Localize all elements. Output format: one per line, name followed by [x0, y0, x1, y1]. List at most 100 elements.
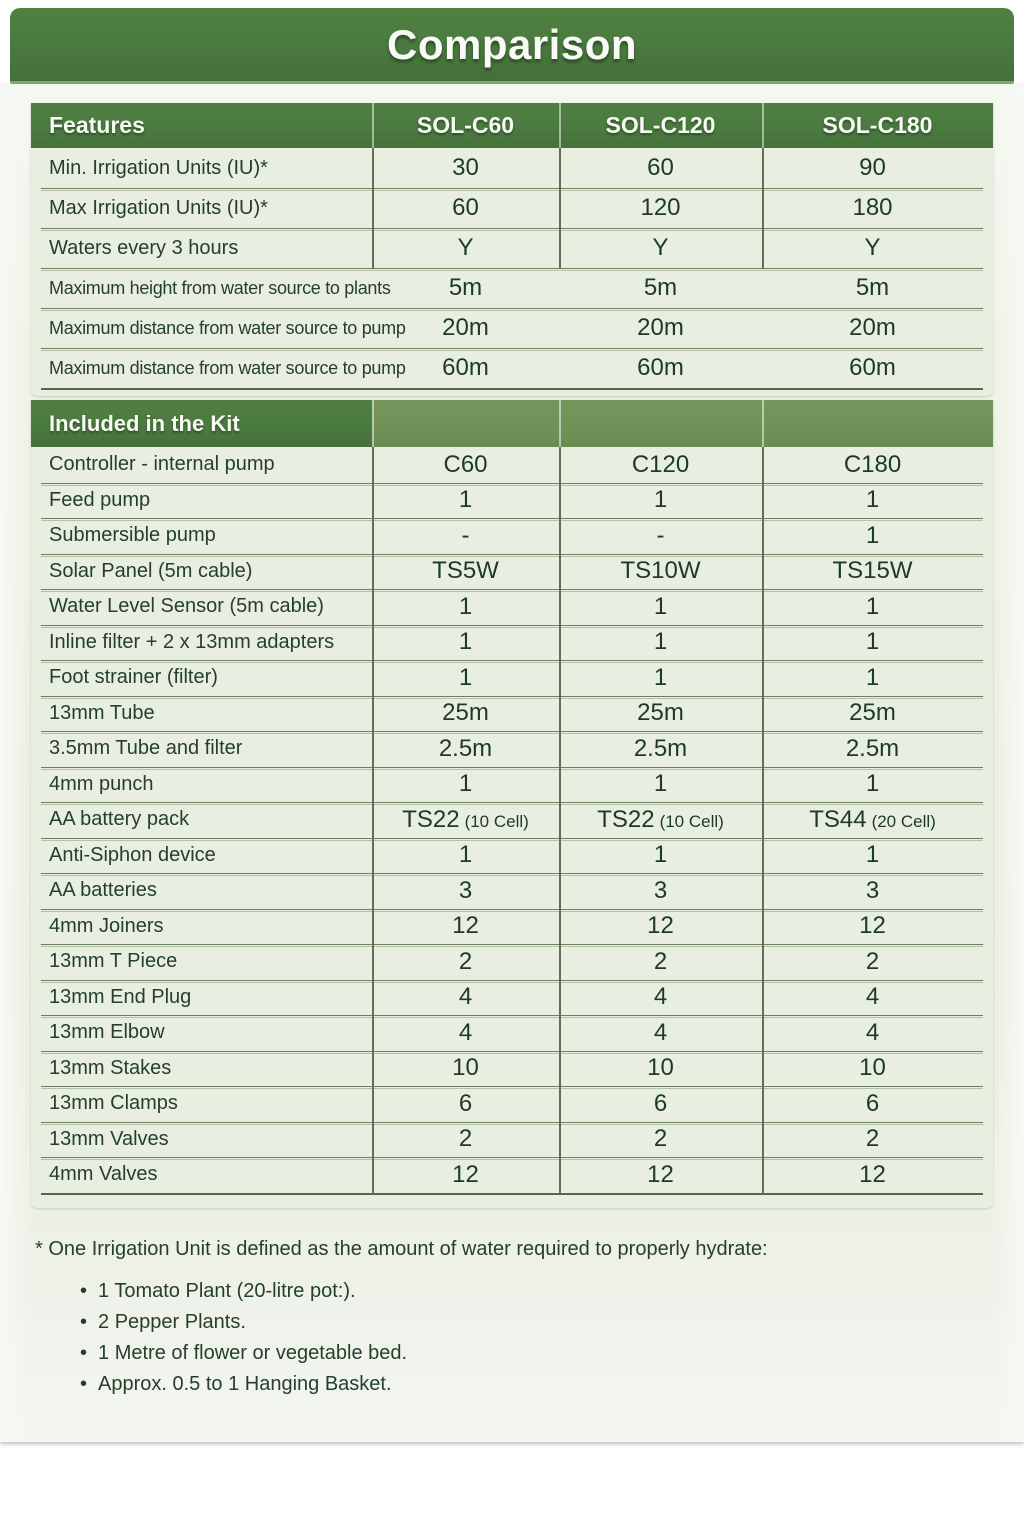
- feature-value: 20m: [849, 314, 896, 341]
- kit-row: 4mm Valves 12 12 12: [41, 1157, 983, 1193]
- panel-footpad: [31, 390, 993, 396]
- kit-item-label: AA batteries: [49, 879, 157, 902]
- feature-label: Maximum height from water source to plan…: [49, 277, 391, 298]
- kit-rows: Controller - internal pump C60 C120 C180 Fee…: [41, 447, 983, 1195]
- kit-item-label: Inline filter + 2 x 13mm adapters: [49, 630, 335, 653]
- kit-item-label: 13mm Tube: [49, 701, 155, 724]
- kit-row: 13mm Clamps 6 6 6: [41, 1086, 983, 1122]
- kit-item-value: 1: [653, 663, 668, 691]
- kit-item-value: 1: [653, 841, 668, 869]
- kit-row: 3.5mm Tube and filter 2.5m 2.5m 2.5m: [41, 731, 983, 767]
- kit-item-label: Solar Panel (5m cable): [49, 559, 253, 582]
- column-header-sol-c60: SOL-C60: [416, 112, 515, 138]
- feature-value: 30: [452, 154, 479, 181]
- column-divider: [559, 447, 561, 1194]
- feature-row: Min. Irrigation Units (IU)* 30 60 90: [41, 148, 983, 189]
- kit-item-value: 1: [458, 841, 473, 869]
- kit-item-value: TS15W: [832, 557, 913, 585]
- kit-row: 13mm Stakes 10 10 10: [41, 1051, 983, 1087]
- features-rows: Min. Irrigation Units (IU)* 30 60 90 Max Irr…: [41, 148, 983, 390]
- kit-row: Inline filter + 2 x 13mm adapters 1 1 1: [41, 625, 983, 661]
- footnote-bullet-text: 1 Metre of flower or vegetable bed.: [98, 1342, 408, 1364]
- kit-value-main: TS44: [809, 805, 867, 833]
- kit-item-value: 12: [859, 1160, 886, 1188]
- kit-item-value: TS10W: [620, 557, 701, 585]
- title-banner: Comparison: [10, 8, 1014, 84]
- feature-row: Maximum height from water source to plan…: [41, 268, 983, 309]
- footnote-bullet-text: 2 Pepper Plants.: [98, 1311, 246, 1333]
- kit-item-label: 13mm Clamps: [49, 1092, 178, 1115]
- kit-item-label: 13mm End Plug: [49, 985, 192, 1008]
- kit-value-sub: (10 Cell): [464, 811, 529, 831]
- kit-item-value: 1: [865, 770, 880, 798]
- kit-item-label: Water Level Sensor (5m cable): [49, 595, 324, 618]
- kit-item-label: 4mm punch: [49, 772, 154, 795]
- kit-item-label: Foot strainer (filter): [49, 666, 218, 689]
- kit-item-label: 13mm Stakes: [49, 1056, 172, 1079]
- kit-item-value: 3: [865, 876, 880, 904]
- kit-row: 13mm Valves 2 2 2: [41, 1122, 983, 1158]
- kit-item-value: 1: [865, 592, 880, 620]
- column-divider: [372, 148, 374, 269]
- column-divider: [762, 447, 764, 1194]
- kit-item-value: 1: [865, 486, 880, 514]
- feature-value: 60m: [849, 354, 896, 381]
- header-divider: [762, 400, 764, 447]
- footnote-bullet: • 1 Tomato Plant (20-litre pot:).: [80, 1276, 955, 1307]
- kit-row: 13mm End Plug 4 4 4: [41, 980, 983, 1016]
- kit-item-value: 1: [458, 628, 473, 656]
- kit-item-label: 4mm Valves: [49, 1163, 158, 1186]
- header-divider: [372, 103, 374, 148]
- kit-row: Feed pump 1 1 1: [41, 483, 983, 519]
- kit-item-value: 4: [865, 1018, 880, 1046]
- kit-item-label: Feed pump: [49, 488, 151, 511]
- kit-item-value: 1: [458, 663, 473, 691]
- feature-value: 180: [852, 194, 893, 221]
- kit-table: Included in the Kit Controller - interna…: [31, 400, 993, 1208]
- feature-value: 5m: [643, 274, 678, 301]
- feature-value: 60: [452, 194, 479, 221]
- kit-item-label: 4mm Joiners: [49, 914, 164, 937]
- kit-item-value: 1: [865, 628, 880, 656]
- kit-header-label: Included in the Kit: [49, 410, 240, 436]
- kit-item-value: 2: [865, 1125, 880, 1153]
- kit-item-value: 4: [653, 983, 668, 1011]
- kit-item-value: 1: [865, 663, 880, 691]
- kit-item-value: 1: [653, 770, 668, 798]
- kit-row: Water Level Sensor (5m cable) 1 1 1: [41, 589, 983, 625]
- kit-item-label: AA battery pack: [49, 808, 190, 831]
- bullet-icon: •: [80, 1280, 88, 1302]
- kit-item-value: 6: [458, 1089, 473, 1117]
- footnote-bullet-text: Approx. 0.5 to 1 Hanging Basket.: [98, 1373, 392, 1395]
- kit-item-value: 2: [458, 947, 473, 975]
- feature-value: Y: [457, 234, 474, 261]
- kit-item-value: -: [656, 521, 665, 549]
- kit-item-value: 6: [653, 1089, 668, 1117]
- feature-label: Waters every 3 hours: [49, 236, 239, 259]
- kit-row: Controller - internal pump C60 C120 C180: [41, 447, 983, 483]
- feature-value: Y: [864, 234, 881, 261]
- kit-header-band-right: [372, 400, 993, 447]
- kit-item-value: C60: [443, 450, 488, 478]
- kit-item-value: -: [461, 521, 470, 549]
- kit-item-value: 25m: [442, 699, 489, 727]
- kit-item-value: 2: [653, 947, 668, 975]
- kit-item-value: TS22 (10 Cell): [559, 806, 762, 834]
- feature-value: Y: [652, 234, 669, 261]
- kit-item-value: 2.5m: [845, 734, 900, 762]
- kit-item-value: 1: [653, 592, 668, 620]
- feature-value: 60m: [637, 354, 684, 381]
- kit-item-value: 2: [865, 947, 880, 975]
- kit-item-value: TS5W: [432, 557, 499, 585]
- kit-item-value: 6: [865, 1089, 880, 1117]
- kit-item-value: 12: [452, 1160, 479, 1188]
- kit-row: 13mm T Piece 2 2 2: [41, 944, 983, 980]
- kit-item-value: 1: [865, 841, 880, 869]
- feature-value: 20m: [442, 314, 489, 341]
- kit-row: 13mm Elbow 4 4 4: [41, 1015, 983, 1051]
- panel-footpad: [31, 1195, 993, 1208]
- kit-row: 4mm punch 1 1 1: [41, 767, 983, 803]
- kit-item-value: 4: [653, 1018, 668, 1046]
- kit-item-value: 4: [458, 983, 473, 1011]
- feature-row: Maximum distance from water source to pu…: [41, 348, 983, 388]
